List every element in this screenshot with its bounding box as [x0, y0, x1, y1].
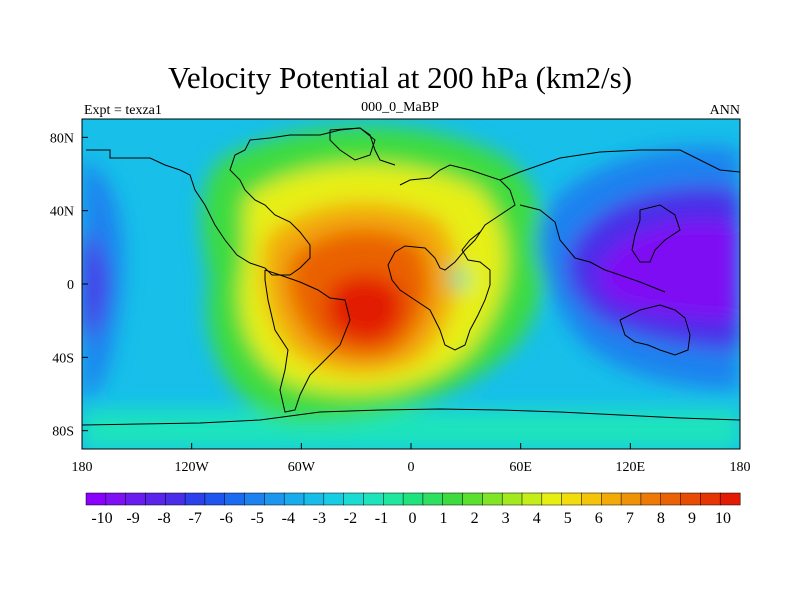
colorbar-swatch [184, 492, 206, 506]
lat-tick-label: 80N [50, 131, 74, 146]
colorbar-label: 5 [564, 510, 572, 527]
season-label: ANN [709, 103, 740, 118]
colorbar-swatch [660, 492, 681, 506]
colorbar-label: -7 [188, 510, 201, 527]
colorbar-swatch [343, 492, 364, 506]
longitude-axis: 180 120W 60W 0 60E 120E 180 [72, 443, 751, 475]
colorbar-swatch [165, 492, 186, 506]
plot-title: Velocity Potential at 200 hPa (km2/s) [167, 60, 633, 95]
colorbar-swatch [719, 492, 741, 506]
colorbar-label: -5 [251, 510, 264, 527]
colorbar-swatch [700, 492, 721, 506]
colorbar-label: -10 [91, 510, 112, 527]
band-red-core [325, 275, 404, 343]
colorbar-label: 9 [688, 510, 696, 527]
colorbar-swatch [323, 492, 345, 506]
colorbar-label: -9 [126, 510, 139, 527]
lat-tick-label: 40N [50, 205, 74, 220]
colorbar-swatch [462, 492, 483, 506]
colorbar-label: -8 [157, 510, 170, 527]
lon-tick-label: 60W [288, 460, 316, 475]
colorbar-swatch [561, 492, 582, 506]
colorbar-swatch [601, 492, 622, 506]
colorbar-swatch [85, 492, 107, 506]
colorbar-swatch [482, 492, 503, 506]
colorbar-swatch [680, 492, 701, 506]
lon-tick-label: 60E [509, 460, 532, 475]
colorbar: -10 -9 -8 -7 -6 -5 -4 -3 -2 -1 0 1 2 3 4 5 6 7 8 9 10 [85, 492, 741, 527]
colorbar-label: -3 [313, 510, 326, 527]
lat-tick-label: 80S [52, 425, 74, 440]
colorbar-label: 0 [409, 510, 417, 527]
colorbar-swatch [303, 492, 325, 506]
colorbar-swatch [283, 492, 305, 506]
colorbar-swatch [264, 492, 285, 506]
latitude-axis: 80N 40N 0 40S 80S [50, 131, 88, 440]
colorbar-swatch [581, 492, 602, 506]
colorbar-label: 10 [715, 510, 731, 527]
colorbar-swatch [244, 492, 265, 506]
lat-tick-label: 40S [52, 351, 74, 366]
colorbar-label: -1 [375, 510, 388, 527]
lon-tick-label: 120W [175, 460, 210, 475]
colorbar-swatch [224, 492, 245, 506]
colorbar-label: -2 [344, 510, 357, 527]
band-cyan-pocket [450, 268, 469, 289]
colorbar-swatch [204, 492, 226, 506]
colorbar-swatch [501, 492, 523, 506]
colorbar-label: 7 [626, 510, 634, 527]
coastlines [82, 127, 740, 426]
lon-tick-label: 0 [408, 460, 415, 475]
colorbar-swatch [442, 492, 463, 506]
colorbar-label: 2 [471, 510, 479, 527]
band-green [82, 410, 740, 449]
colorbar-swatch [640, 492, 662, 506]
colorbar-swatch [125, 492, 146, 506]
colorbar-swatch [541, 492, 563, 506]
colorbar-label: -6 [220, 510, 233, 527]
lat-tick-label: 0 [67, 278, 74, 293]
colorbar-swatch [145, 492, 166, 506]
band-indigo-ep [82, 230, 107, 340]
lon-tick-label: 180 [730, 460, 751, 475]
contour-field [82, 119, 740, 449]
colorbar-label: -4 [282, 510, 295, 527]
colorbar-swatch [620, 492, 642, 506]
lon-tick-label: 120E [616, 460, 646, 475]
experiment-label: Expt = texza1 [84, 103, 162, 118]
colorbar-label: 6 [595, 510, 603, 527]
time-label: 000_0_MaBP [361, 100, 439, 115]
colorbar-swatch [422, 492, 444, 506]
colorbar-swatch [383, 492, 404, 506]
colorbar-label: 4 [533, 510, 541, 527]
colorbar-swatch [521, 492, 543, 506]
colorbar-swatch [105, 492, 127, 506]
colorbar-label: 1 [440, 510, 448, 527]
colorbar-label: 8 [657, 510, 665, 527]
lon-tick-label: 180 [72, 460, 93, 475]
colorbar-swatch [402, 492, 424, 506]
colorbar-swatch [363, 492, 384, 506]
colorbar-label: 3 [502, 510, 510, 527]
